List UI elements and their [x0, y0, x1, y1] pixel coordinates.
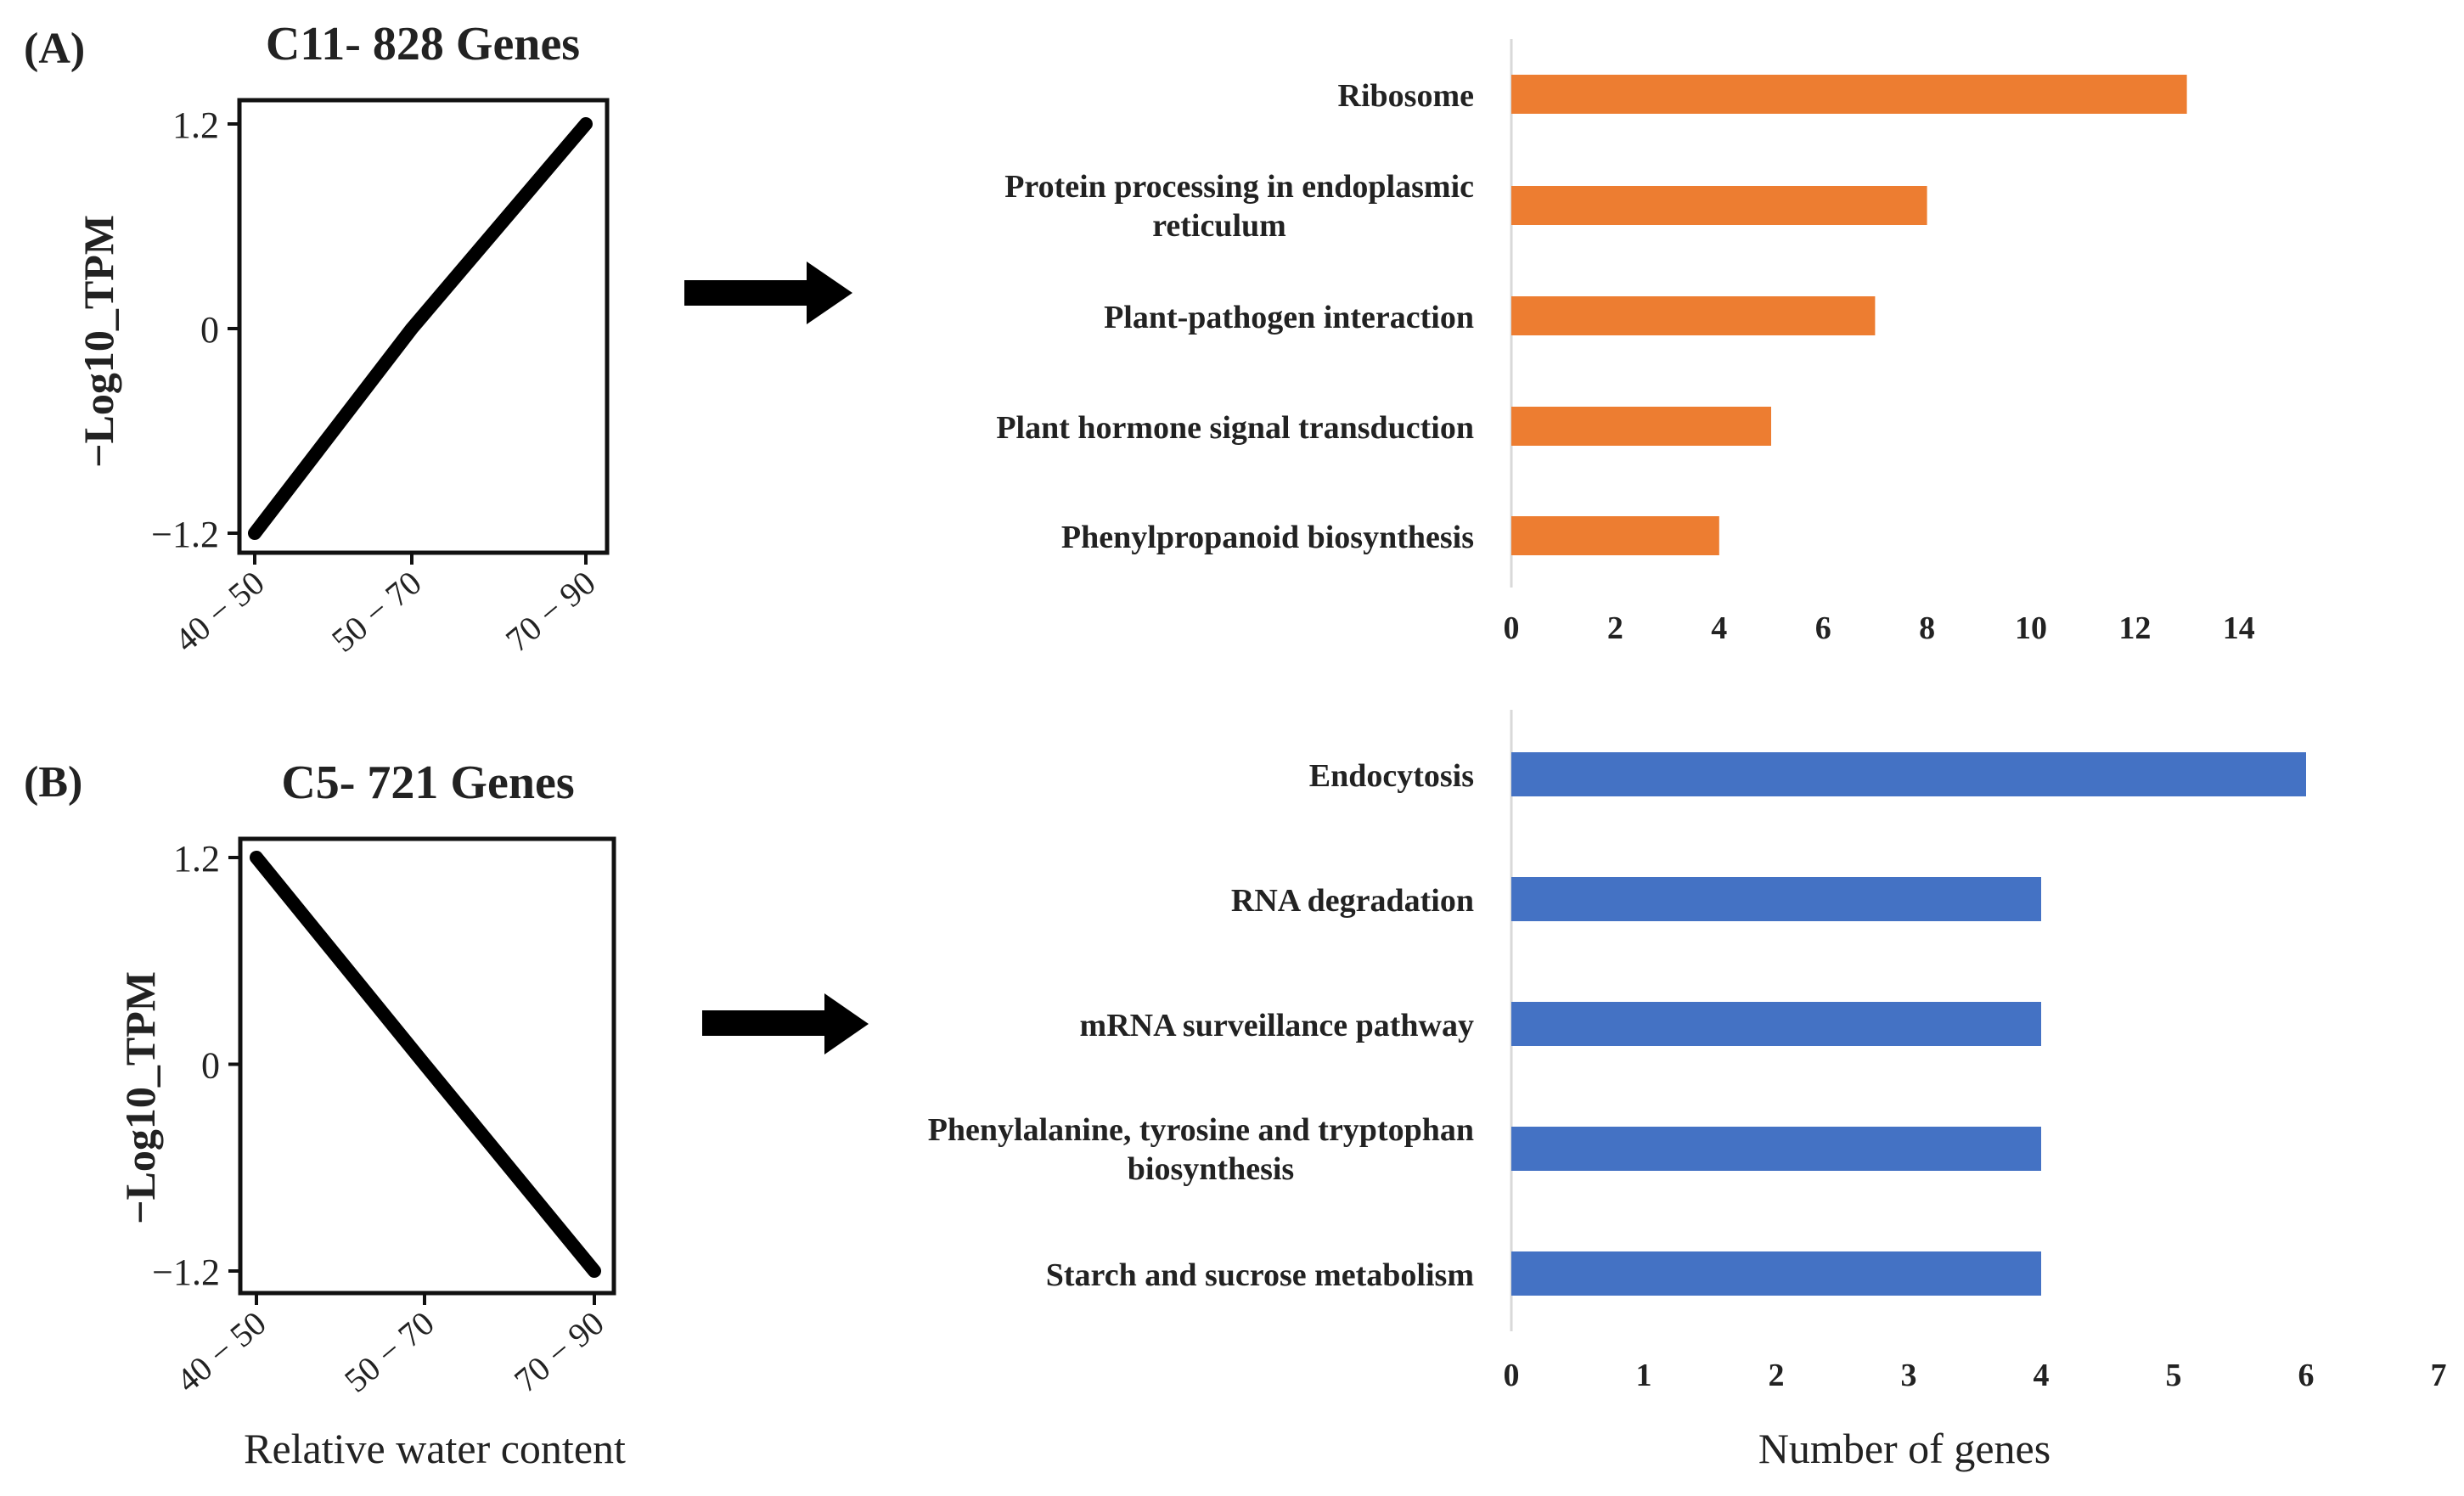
- bar-chart-a-xtick-label: 2: [1607, 610, 1623, 646]
- bar-chart-b-xtick-label: 0: [1504, 1358, 1520, 1393]
- bar-a-4: [1511, 407, 1771, 446]
- line-plot-a-xtick-label: 40 − 50: [167, 563, 272, 659]
- panel-b-title: C5- 721 Genes: [281, 756, 574, 809]
- bar-b-2: [1511, 877, 2041, 921]
- bar-chart-b-xtick-label: 7: [2431, 1358, 2447, 1393]
- bar-chart-b-xtick-label: 4: [2034, 1358, 2050, 1393]
- line-plot-a-frame: [237, 98, 610, 555]
- panel-a-label: (A): [24, 25, 85, 73]
- line-plot-b-ylabel: −Log10_TPM: [116, 971, 164, 1224]
- bar-b-category-label: RNA degradation: [1231, 883, 1474, 919]
- bar-chart-b-xtick-label: 5: [2166, 1358, 2182, 1393]
- bar-a-5: [1511, 516, 1719, 555]
- bar-b-category-label: Phenylalanine, tyrosine and tryptophan: [928, 1112, 1474, 1148]
- bar-a-1: [1511, 75, 2187, 114]
- bar-chart-b-xtick-label: 3: [1901, 1358, 1917, 1393]
- bar-chart-a-xtick-label: 12: [2118, 610, 2151, 646]
- panel-b-label: (B): [24, 758, 82, 807]
- line-plot-a-series: [248, 117, 593, 540]
- bar-b-category-label: Starch and sucrose metabolism: [1046, 1257, 1474, 1293]
- bar-a-category-label: Phenylpropanoid biosynthesis: [1061, 520, 1474, 555]
- bar-b-category-label: Endocytosis: [1309, 758, 1474, 794]
- line-plot-a-ytick-label: 1.2: [172, 104, 219, 146]
- bar-a-category-label: Protein processing in endoplasmic: [1004, 169, 1474, 205]
- line-plot-b-xtick-label: 70 − 90: [507, 1303, 611, 1399]
- line-plot-a-ytick-label: 0: [200, 309, 219, 351]
- bar-chart-xlabel: Number of genes: [1758, 1425, 2051, 1472]
- bar-chart-b-xtick-label: 1: [1636, 1358, 1652, 1393]
- bar-a-3: [1511, 296, 1876, 335]
- bar-chart-b-xtick-label: 6: [2298, 1358, 2315, 1393]
- bar-a-category-label: Plant-pathogen interaction: [1104, 300, 1474, 335]
- line-plot-b-xtick-label: 40 − 50: [169, 1303, 273, 1399]
- bar-a-2: [1511, 186, 1927, 225]
- panel-a-title: C11- 828 Genes: [266, 18, 580, 70]
- bar-chart-a-xtick-label: 4: [1711, 610, 1727, 646]
- bar-b-category-label-continued: biosynthesis: [1128, 1151, 1294, 1187]
- line-plot-a-ytick-label: −1.2: [151, 514, 219, 555]
- line-plot-b-series: [250, 851, 601, 1278]
- line-plot-b-xtick-label: 50 − 70: [337, 1303, 442, 1399]
- bar-b-3: [1511, 1002, 2041, 1046]
- arrow-right-icon: [702, 993, 869, 1055]
- bar-a-category-label-continued: reticulum: [1152, 208, 1286, 244]
- line-plot-a-ylabel: −Log10_TPM: [75, 215, 122, 468]
- line-plots-xlabel: Relative water content: [244, 1425, 626, 1472]
- bar-chart-b-xtick-label: 2: [1769, 1358, 1785, 1393]
- bar-chart-a-xtick-label: 6: [1815, 610, 1831, 646]
- bar-b-1: [1511, 752, 2306, 796]
- bar-chart-a-xtick-label: 10: [2015, 610, 2047, 646]
- line-plot-b-ytick-label: 1.2: [173, 838, 220, 880]
- bar-b-5: [1511, 1251, 2041, 1296]
- line-plot-a-xtick-label: 50 − 70: [324, 563, 429, 659]
- bar-chart-a-xtick-label: 0: [1504, 610, 1520, 646]
- line-plot-a-xtick-label: 70 − 90: [498, 563, 603, 659]
- bar-b-4: [1511, 1127, 2041, 1171]
- arrow-right-icon: [684, 262, 852, 324]
- bar-a-category-label: Ribosome: [1338, 78, 1474, 114]
- bar-b-category-label: mRNA surveillance pathway: [1080, 1008, 1474, 1043]
- bar-chart-a-xtick-label: 14: [2223, 610, 2255, 646]
- bar-a-category-label: Plant hormone signal transduction: [996, 410, 1474, 446]
- bar-chart-a-xtick-label: 8: [1919, 610, 1935, 646]
- line-plot-b-ytick-label: −1.2: [152, 1251, 220, 1293]
- chart-marks: 1.2 0 −1.2 40 − 50 50 − 70 70 − 90 1.2 0 −1.2 40 …: [151, 75, 2447, 1400]
- line-plot-b-ytick-label: 0: [201, 1045, 220, 1087]
